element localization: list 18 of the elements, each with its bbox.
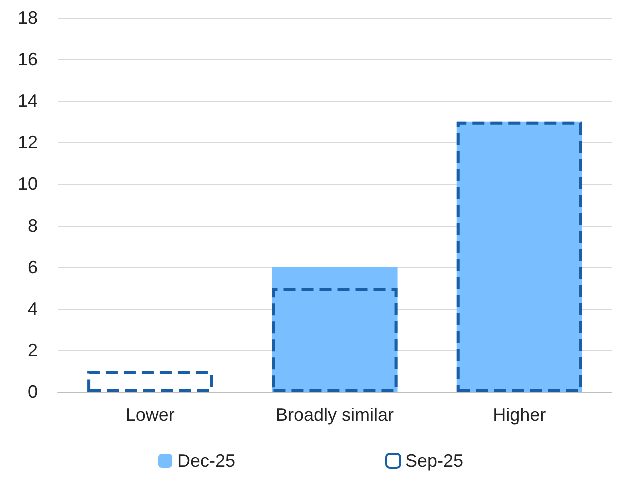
- x-tick-label: Lower: [126, 405, 175, 425]
- y-tick-label: 14: [18, 91, 38, 112]
- y-tick-label: 16: [18, 50, 38, 70]
- bar: [272, 288, 398, 392]
- y-tick-label: 10: [18, 174, 38, 194]
- bar: [272, 267, 398, 392]
- y-tick-label: 2: [28, 340, 38, 360]
- bar: [88, 371, 214, 392]
- y-tick-label: 4: [28, 298, 38, 319]
- x-tick-label: Higher: [493, 405, 546, 425]
- y-tick-label: 18: [18, 8, 38, 28]
- legend-label: Sep-25: [405, 451, 464, 471]
- y-tick-label: 6: [28, 257, 38, 278]
- y-tick-label: 8: [28, 216, 38, 236]
- y-tick-label: 0: [28, 382, 38, 402]
- y-tick-label: 12: [18, 132, 38, 153]
- x-tick-label: Broadly similar: [276, 405, 394, 425]
- legend-label: Dec-25: [177, 451, 236, 471]
